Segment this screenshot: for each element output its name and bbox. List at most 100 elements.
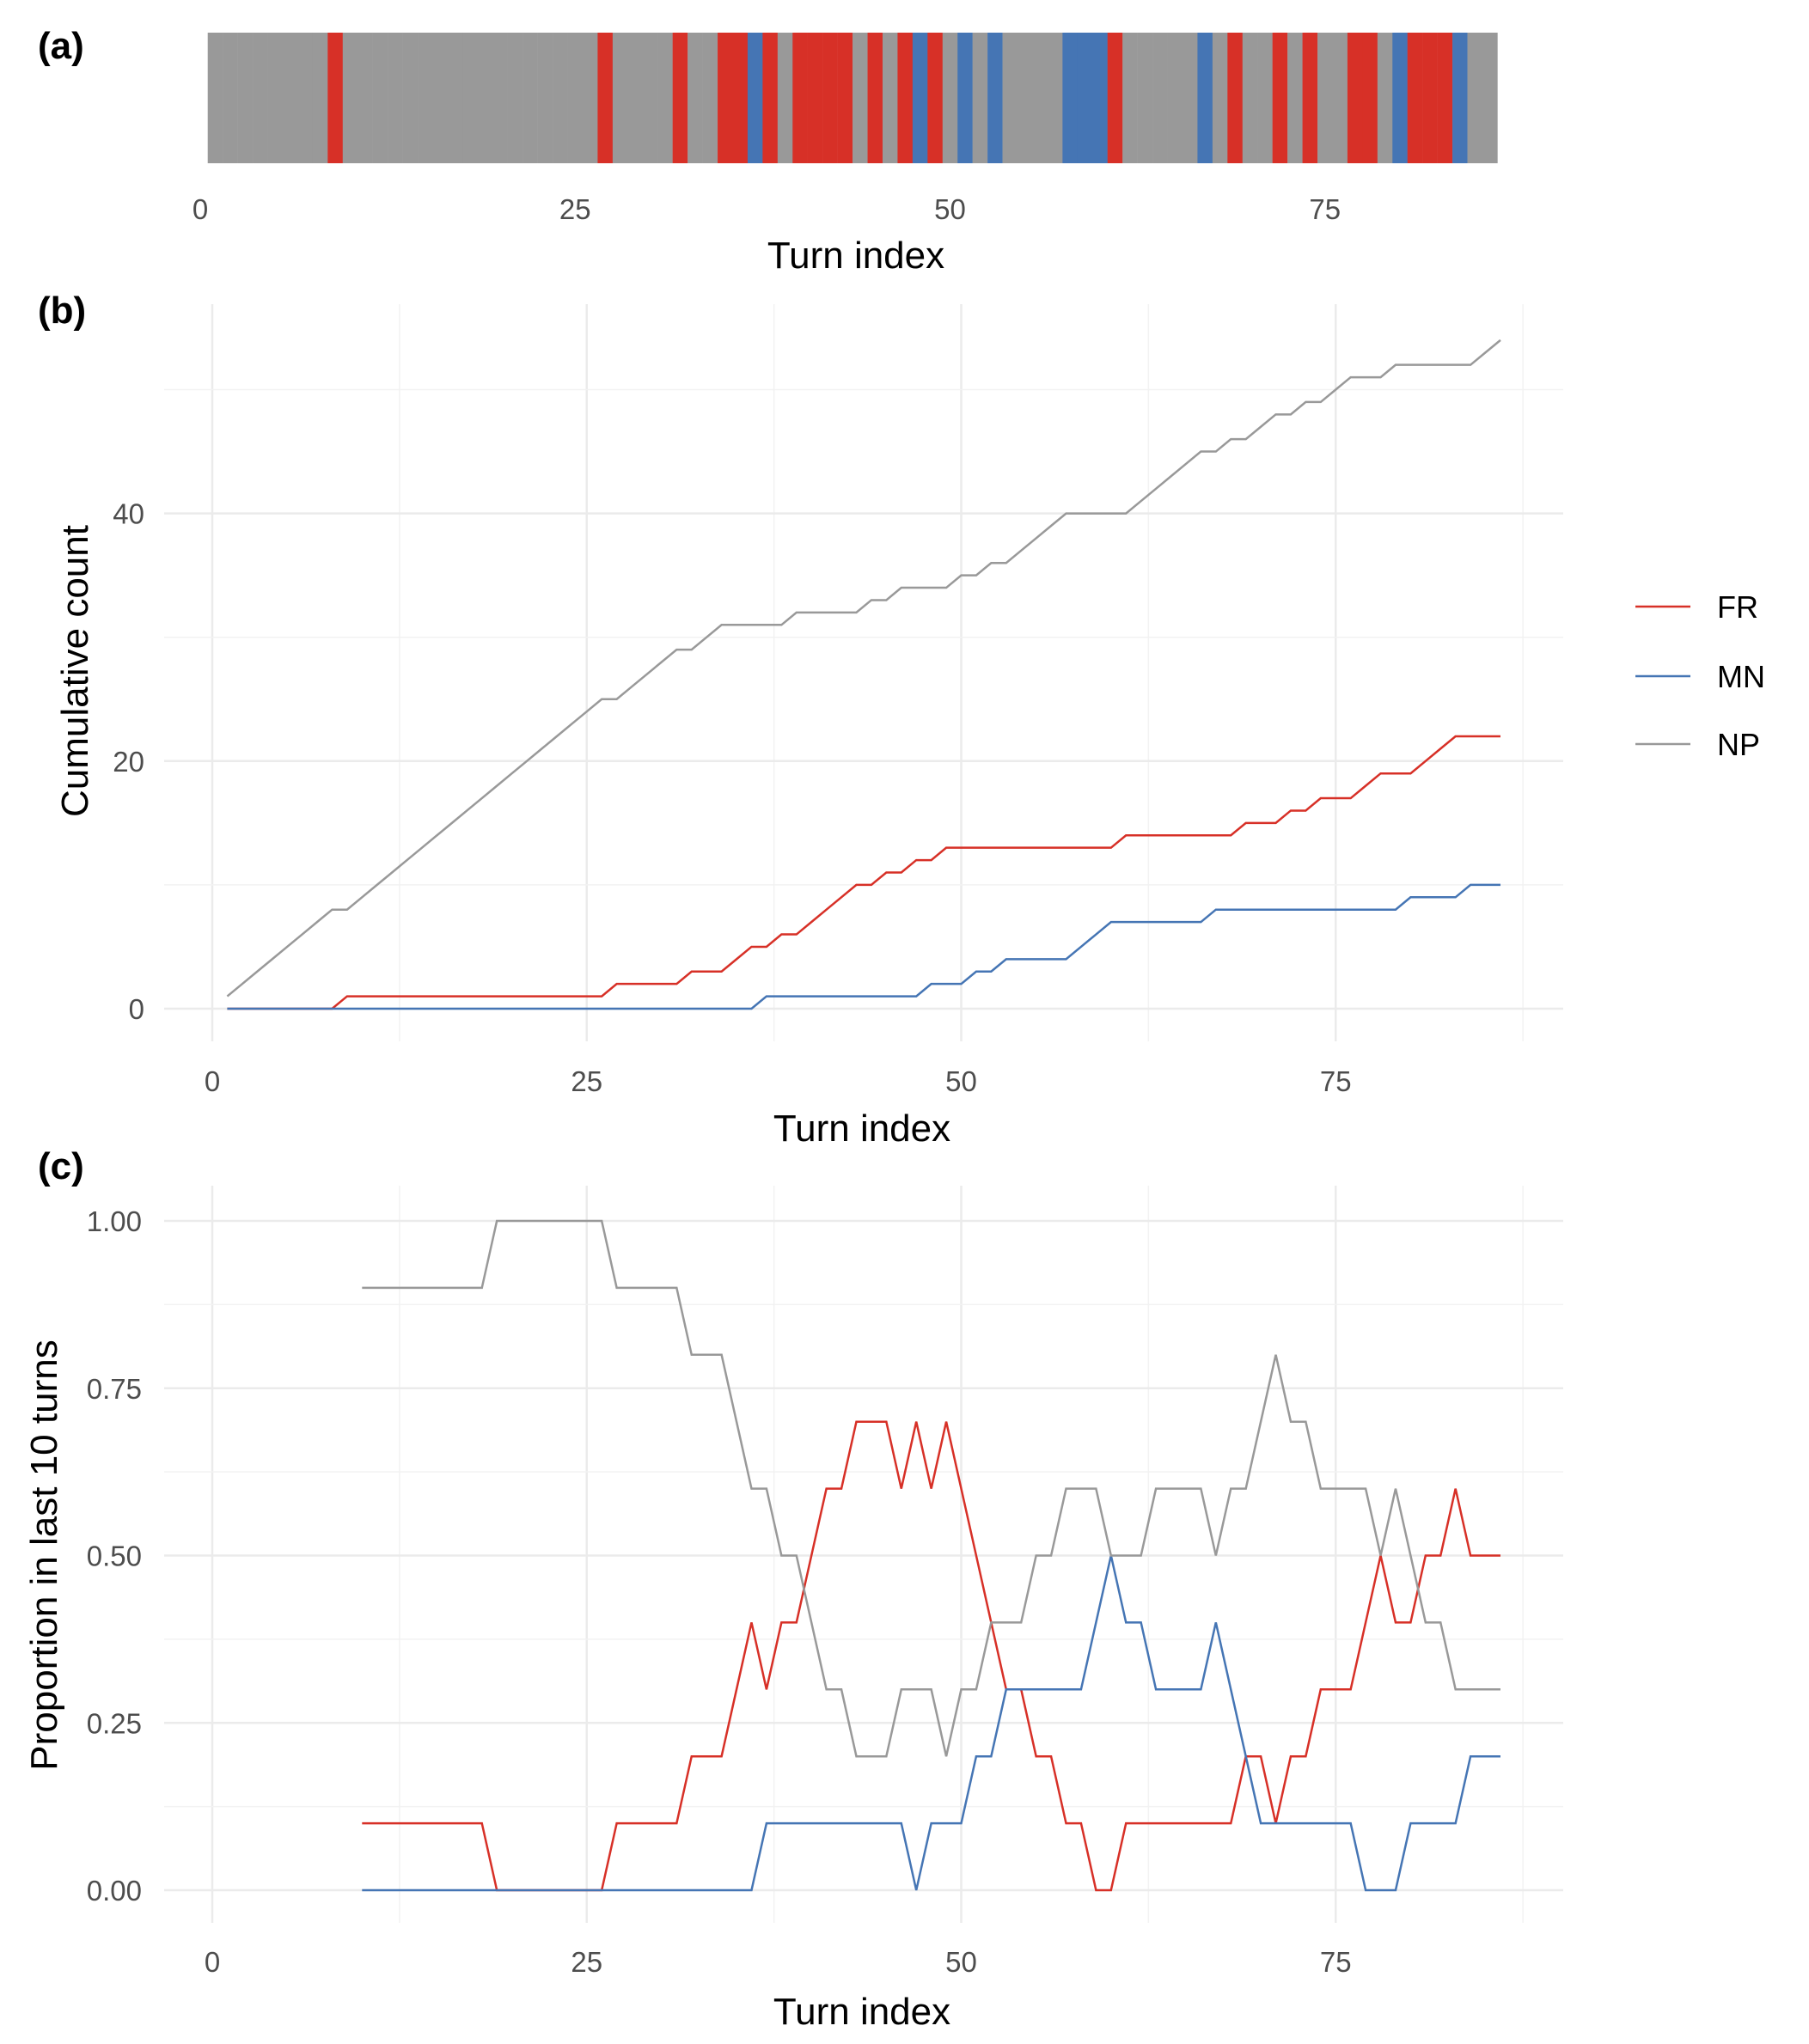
turn-tile-np <box>567 33 584 163</box>
turn-tile-np <box>432 33 449 163</box>
turn-tile-fr <box>822 33 838 163</box>
turn-tile-mn <box>1392 33 1408 163</box>
turn-tile-np <box>777 33 793 163</box>
turn-tile-np <box>1018 33 1033 163</box>
turn-tile-np <box>462 33 479 163</box>
series-line-fr <box>362 1420 1500 1892</box>
panel-c-y-tick: 0.50 <box>87 1541 142 1572</box>
panel-b-y-tick: 0 <box>129 993 144 1025</box>
turn-tile-np <box>1152 33 1168 163</box>
series-line-np <box>362 1219 1500 1758</box>
panel-c-x-tick: 25 <box>571 1946 602 1978</box>
turn-tile-np <box>688 33 703 163</box>
panel-a-x-title: Turn index <box>767 235 944 277</box>
turn-tile-np <box>1377 33 1393 163</box>
panel-b-y-tick: 40 <box>113 498 144 530</box>
series-line-mn <box>362 1555 1500 1892</box>
turn-tile-fr <box>672 33 688 163</box>
turn-tile-np <box>447 33 463 163</box>
turn-tile-np <box>1002 33 1018 163</box>
legend-label-np: NP <box>1717 727 1760 762</box>
turn-tile-np <box>388 33 403 163</box>
turn-tile-fr <box>597 33 614 163</box>
turn-tile-np <box>492 33 508 163</box>
panel-b-x-tick: 0 <box>205 1065 220 1097</box>
turn-tile-np <box>1332 33 1348 163</box>
turn-tile-np <box>507 33 523 163</box>
turn-tile-np <box>223 33 238 163</box>
turn-tile-np <box>1047 33 1063 163</box>
series-line-fr <box>227 735 1500 1010</box>
turn-tile-fr <box>1422 33 1438 163</box>
turn-tile-fr <box>807 33 823 163</box>
turn-tile-np <box>642 33 658 163</box>
turn-tile-fr <box>1272 33 1288 163</box>
panel-a-x-tick: 0 <box>193 193 208 225</box>
turn-tile-fr <box>897 33 914 163</box>
turn-tile-fr <box>837 33 853 163</box>
turn-tile-np <box>1467 33 1483 163</box>
turn-tile-np <box>537 33 553 163</box>
turn-tile-np <box>1182 33 1198 163</box>
panel-c-y-tick: 0.00 <box>87 1875 142 1907</box>
series-line-np <box>226 339 1501 998</box>
panel-c-y-tick: 1.00 <box>87 1205 142 1237</box>
turn-tile-mn <box>1452 33 1468 163</box>
turn-tile-np <box>207 33 223 163</box>
turn-tile-fr <box>1347 33 1363 163</box>
turn-tile-np <box>1482 33 1498 163</box>
turn-tile-np <box>237 33 254 163</box>
panel-b-x-tick: 75 <box>1320 1065 1352 1097</box>
turn-tile-mn <box>747 33 763 163</box>
turn-tile-np <box>553 33 568 163</box>
turn-tile-mn <box>987 33 1003 163</box>
turn-tile-mn <box>1062 33 1079 163</box>
panel-a-sequence: 0 25 50 75 <box>193 33 1498 225</box>
panel-c-x-title: Turn index <box>773 1991 950 2033</box>
turn-tile-np <box>267 33 284 163</box>
turn-tile-mn <box>957 33 973 163</box>
panel-c-x-tick: 0 <box>205 1946 220 1978</box>
turn-tile-np <box>1317 33 1333 163</box>
turn-tile-mn <box>912 33 928 163</box>
turn-tile-np <box>1032 33 1048 163</box>
turn-tile-np <box>657 33 673 163</box>
panel-a-x-tick: 50 <box>934 193 966 225</box>
panel-b-y-title: Cumulative count <box>54 525 96 817</box>
panel-b-cumulative: 0 25 50 75 0 20 40 <box>113 304 1563 1097</box>
turn-tile-fr <box>1227 33 1244 163</box>
turn-tile-np <box>1287 33 1303 163</box>
turn-tile-np <box>627 33 644 163</box>
panel-b-y-tick: 20 <box>113 746 144 778</box>
turn-tile-mn <box>1092 33 1108 163</box>
turn-tile-fr <box>327 33 344 163</box>
turn-tile-np <box>882 33 898 163</box>
turn-tile-np <box>1122 33 1138 163</box>
turn-tile-np <box>253 33 268 163</box>
turn-tile-np <box>582 33 598 163</box>
turn-tile-fr <box>927 33 944 163</box>
turn-tile-np <box>358 33 373 163</box>
turn-tile-fr <box>1362 33 1378 163</box>
panel-b-x-tick: 50 <box>945 1065 977 1097</box>
panel-b-x-title: Turn index <box>773 1107 950 1150</box>
turn-tile-fr <box>732 33 749 163</box>
turn-tile-fr <box>1302 33 1318 163</box>
turn-tile-np <box>418 33 433 163</box>
turn-tile-np <box>1137 33 1153 163</box>
turn-tile-np <box>477 33 493 163</box>
legend-label-mn: MN <box>1717 659 1765 694</box>
turn-tile-fr <box>1407 33 1423 163</box>
panel-a-x-tick: 75 <box>1309 193 1341 225</box>
legend-label-fr: FR <box>1717 589 1758 625</box>
turn-tile-np <box>612 33 628 163</box>
panel-c-rolling: 0 25 50 75 0.00 0.25 0.50 0.75 1.00 <box>87 1186 1563 1978</box>
legend: FR MN NP <box>1635 589 1765 762</box>
turn-tile-fr <box>1107 33 1123 163</box>
panel-c-x-tick: 75 <box>1320 1946 1352 1978</box>
turn-tile-np <box>1212 33 1228 163</box>
turn-tile-np <box>702 33 718 163</box>
turn-tile-fr <box>718 33 733 163</box>
turn-tile-np <box>282 33 298 163</box>
panel-a-label: (a) <box>38 25 84 67</box>
